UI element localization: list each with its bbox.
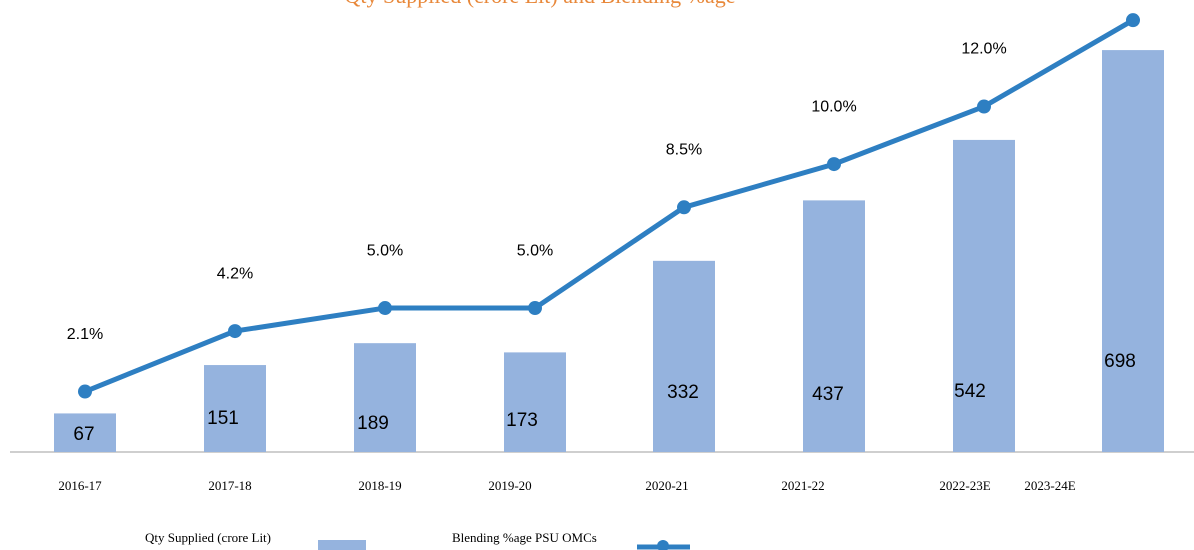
line-point <box>1126 13 1140 28</box>
bar <box>354 343 416 452</box>
legend-label: Qty Supplied (crore Lit) <box>145 530 271 545</box>
line-label: 8.5% <box>666 142 702 159</box>
line-point <box>827 157 841 172</box>
bar <box>54 413 116 452</box>
chart-title: Qty Supplied (crore Lit) and Blending %a… <box>344 0 735 8</box>
bar-label: 332 <box>667 382 699 403</box>
bar-label: 151 <box>207 408 239 429</box>
x-tick-label: 2019-20 <box>488 478 531 493</box>
bar <box>803 200 865 452</box>
x-tick-label: 2016-17 <box>58 478 102 493</box>
legend: Qty Supplied (crore Lit) Blending %age P… <box>145 530 690 550</box>
x-tick-label: 2022-23E <box>939 478 990 493</box>
line-label: 4.2% <box>217 265 253 282</box>
bar-label: 542 <box>954 381 986 402</box>
bar-label: 173 <box>506 410 538 431</box>
legend-swatch <box>657 540 669 550</box>
bar <box>504 352 566 452</box>
line-point <box>528 301 542 316</box>
line-point <box>378 301 392 316</box>
bar <box>204 365 266 452</box>
line-label: 12.0% <box>961 41 1006 58</box>
line-point <box>228 324 242 339</box>
legend-swatch <box>318 540 366 550</box>
bar-label: 67 <box>73 424 94 445</box>
bar-label: 698 <box>1104 351 1136 372</box>
bar-label: 189 <box>357 413 389 434</box>
line-label: 5.0% <box>517 242 553 259</box>
x-tick-label: 2018-19 <box>358 478 401 493</box>
bar-label: 437 <box>812 384 844 405</box>
bar <box>1102 50 1164 452</box>
line-point <box>78 384 92 399</box>
bar <box>653 260 715 452</box>
line-point <box>977 99 991 114</box>
line-point <box>677 200 691 215</box>
line-label: 5.0% <box>367 242 403 259</box>
x-tick-label: 2023-24E <box>1024 478 1075 493</box>
legend-label: Blending %age PSU OMCs <box>452 530 597 545</box>
line <box>84 17 1135 394</box>
x-tick-label: 2021-22 <box>781 478 824 493</box>
x-tick-label: 2020-21 <box>645 478 688 493</box>
x-tick-label: 2017-18 <box>208 478 251 493</box>
line-label: 2.1% <box>67 326 103 343</box>
line-label: 10.0% <box>811 98 856 115</box>
bar <box>953 139 1015 453</box>
